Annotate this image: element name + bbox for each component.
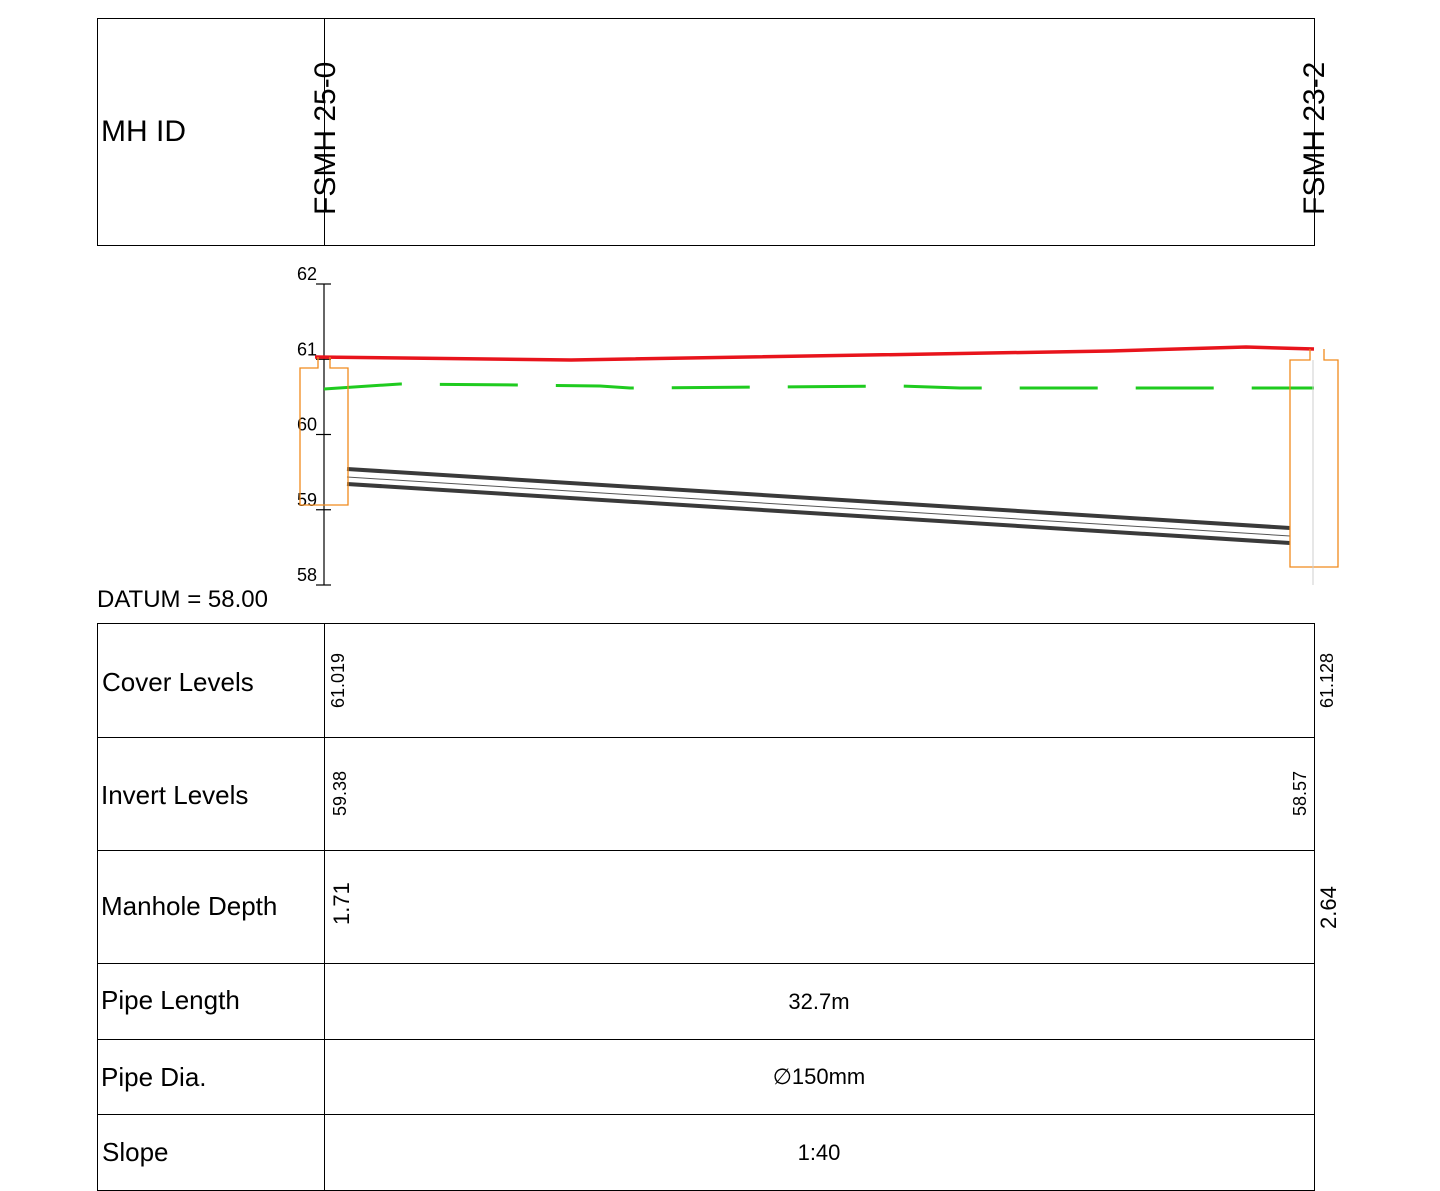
manhole-depth-end: 2.64 [1316,886,1341,929]
end-manhole-id: FSMH 23-2 [1298,61,1331,215]
row-separator [97,1039,1315,1040]
mh-id-label: MH ID [101,115,186,148]
cover-levels-label: Cover Levels [102,667,254,697]
row-separator [97,1114,1315,1115]
data-table [97,623,1315,1191]
ground-level-line [314,345,1315,362]
pipe-crown-line [346,467,1291,530]
row-separator [97,963,1315,964]
invert-levels-label: Invert Levels [101,780,249,810]
y-tick-label: 61 [297,339,317,359]
pipe-inner-line [346,476,1291,537]
start-manhole-outline [299,357,349,506]
start-manhole-id: FSMH 25-0 [309,61,342,215]
datum-label: DATUM = 58.00 [97,586,268,613]
cover-level-end: 61.128 [1317,652,1337,708]
slope-value: 1:40 [797,1140,841,1165]
manhole-depth-label: Manhole Depth [101,891,278,921]
cover-level-start: 61.019 [328,652,348,708]
manhole-depth-start: 1.71 [329,882,354,925]
slope-label: Slope [102,1137,169,1167]
y-tick-label: 58 [297,565,317,585]
invert-level-end: 58.57 [1290,770,1310,816]
pipe-invert-line [346,482,1291,545]
pipe-length-label: Pipe Length [101,985,240,1015]
y-tick-label: 62 [297,264,317,284]
mh-id-box [97,18,1315,246]
y-tick-label: 60 [297,415,317,435]
row-separator [97,850,1315,851]
row-separator [97,737,1315,738]
mh-id-divider [324,18,325,246]
end-manhole-outline [1289,349,1339,568]
water-level-line [323,382,1314,391]
invert-level-start: 59.38 [330,770,350,816]
table-divider [324,623,325,1191]
pipe-length-value: 32.7m [788,989,850,1014]
pipe-diameter-value: ∅150mm [772,1064,866,1089]
pipe-diameter-label: Pipe Dia. [101,1062,207,1092]
